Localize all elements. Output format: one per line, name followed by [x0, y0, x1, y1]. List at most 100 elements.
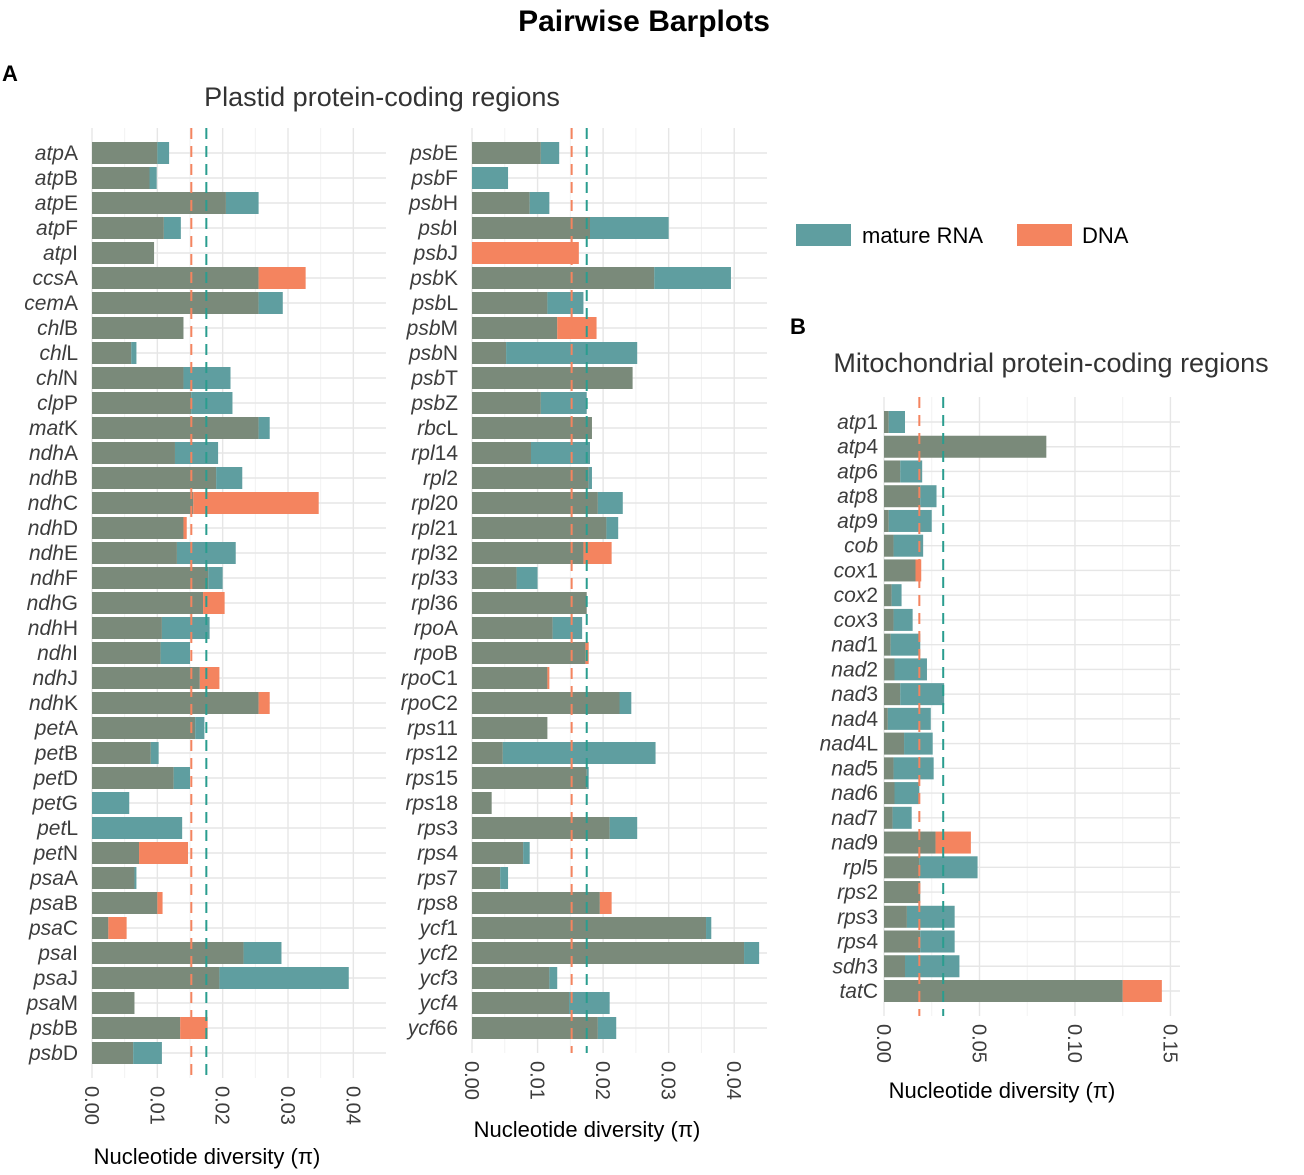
x-tick-label: 0.03: [657, 1061, 679, 1100]
gene-label-prefix: atp: [43, 242, 72, 265]
gene-label-suffix: 3: [866, 683, 878, 706]
gene-label-prefix: psa: [28, 917, 63, 940]
legend-swatch-rna: [796, 224, 851, 246]
bar-overlap-ycf3: [472, 967, 550, 989]
bar-overlap-psbd: [92, 1042, 134, 1064]
gene-label-prefix: psb: [409, 267, 444, 290]
gene-label-atpi: atpI: [43, 242, 78, 265]
bar-overlap-psbk: [472, 267, 655, 289]
bar-overlap-nad1: [884, 633, 891, 656]
bar-overlap-chln: [92, 367, 184, 389]
bar-overlap-rps2: [884, 881, 921, 904]
gene-label-prefix: nad: [820, 733, 856, 756]
gene-label-prefix: rpl: [411, 442, 436, 465]
gene-label-ndhd: ndhD: [28, 517, 78, 540]
gene-label-petd: petD: [33, 767, 78, 790]
gene-label-ndhi: ndhI: [37, 642, 78, 665]
bar-rna-ndha: [174, 442, 219, 464]
gene-label-suffix: 8: [866, 485, 878, 508]
gene-label-rpob: rpoB: [414, 642, 458, 665]
gene-label-prefix: rps: [405, 792, 435, 815]
bar-rna-atpa: [157, 142, 170, 164]
gene-label-psbb: psbB: [29, 1017, 78, 1040]
bar-overlap-rps3: [884, 905, 907, 928]
gene-label-suffix: A: [64, 867, 78, 890]
gene-label-prefix: atp: [837, 485, 866, 508]
gene-label-prefix: psb: [29, 1017, 64, 1040]
gene-label-suffix: 14: [435, 442, 459, 465]
gene-label-suffix: B: [64, 317, 78, 340]
bar-rna-rps12: [502, 742, 656, 764]
figure-title: Pairwise Barplots: [518, 5, 770, 38]
gene-label-psab: psaB: [29, 892, 78, 915]
gene-label-nad5: nad5: [831, 757, 878, 780]
gene-label-prefix: psb: [410, 167, 445, 190]
bar-rna-atpe: [225, 192, 259, 214]
gene-label-atpb: atpB: [35, 167, 78, 190]
gene-label-suffix: Z: [445, 392, 458, 415]
gene-label-suffix: I: [452, 217, 458, 240]
bar-overlap-rps18: [472, 792, 492, 814]
gene-label-ndhf: ndhF: [30, 567, 78, 590]
bar-overlap-rps3: [472, 817, 610, 839]
gene-label-prefix: rps: [407, 717, 437, 740]
bar-rna-rps4: [523, 842, 530, 864]
gene-label-ndha: ndhA: [29, 442, 78, 465]
gene-label-prefix: pet: [34, 742, 65, 765]
bar-overlap-nad3: [884, 683, 901, 706]
bar-rna-rpl33: [516, 567, 538, 589]
gene-label-suffix: I: [72, 242, 78, 265]
bar-dna-psab: [157, 892, 163, 914]
gene-label-prefix: ndh: [29, 442, 64, 465]
bar-rna-petd: [173, 767, 190, 789]
gene-label-psbj: psbJ: [413, 242, 458, 265]
mitochondrial-chart: atp1atp4atp6atp8atp9cobcox1cox2cox3nad1n…: [820, 397, 1180, 1103]
bar-overlap-psbn: [472, 342, 507, 364]
gene-label-psaa: psaA: [29, 867, 78, 890]
bar-overlap-ndha: [92, 442, 175, 464]
bar-overlap-rpl21: [472, 517, 607, 539]
gene-label-nad9: nad9: [831, 832, 878, 855]
gene-label-rps3: rps3: [417, 817, 458, 840]
gene-label-ndhk: ndhK: [29, 692, 78, 715]
gene-label-suffix: 4: [446, 992, 458, 1015]
bar-overlap-ndhh: [92, 617, 162, 639]
gene-label-suffix: H: [63, 617, 78, 640]
bar-rna-nad5: [893, 757, 934, 780]
gene-label-suffix: 21: [435, 517, 458, 540]
gene-label-petl: petL: [36, 817, 78, 840]
gene-label-rpl36: rpl36: [411, 592, 458, 615]
gene-label-atpe: atpE: [35, 192, 78, 215]
gene-label-suffix: G: [62, 792, 78, 815]
bar-rna-ndhh: [161, 617, 210, 639]
gene-label-rps15: rps15: [405, 767, 458, 790]
gene-label-sdh3: sdh3: [832, 955, 878, 978]
gene-label-suffix: C1: [431, 667, 458, 690]
bar-overlap-psbz: [472, 392, 541, 414]
gene-label-prefix: rpl: [411, 592, 436, 615]
bar-rna-rpl14: [531, 442, 590, 464]
bar-rna-rps7: [500, 867, 509, 889]
bar-overlap-peta: [92, 717, 196, 739]
bar-rna-petg: [92, 792, 130, 814]
gene-label-prefix: rpo: [414, 617, 445, 640]
gene-label-suffix: A: [64, 292, 78, 315]
bar-rna-ycf2: [744, 942, 760, 964]
gene-label-suffix: 15: [435, 767, 458, 790]
bar-overlap-rps15: [472, 767, 587, 789]
bar-rna-psaa: [134, 867, 137, 889]
gene-label-suffix: 20: [435, 492, 458, 515]
gene-label-suffix: B: [444, 642, 458, 665]
bar-overlap-psbl: [472, 292, 548, 314]
gene-label-prefix: rps: [417, 867, 447, 890]
x-tick-label: 0.10: [1063, 1024, 1085, 1063]
gene-label-suffix: B: [64, 1017, 78, 1040]
bar-overlap-psbb: [92, 1017, 181, 1039]
bar-overlap-petb: [92, 742, 151, 764]
gene-label-suffix: L: [66, 817, 78, 840]
gene-label-rps12: rps12: [405, 742, 458, 765]
bar-overlap-atpf: [92, 217, 164, 239]
bar-rna-nad6: [894, 782, 920, 805]
x-tick-label: 0.01: [145, 1086, 167, 1125]
gene-label-suffix: J: [68, 967, 79, 990]
